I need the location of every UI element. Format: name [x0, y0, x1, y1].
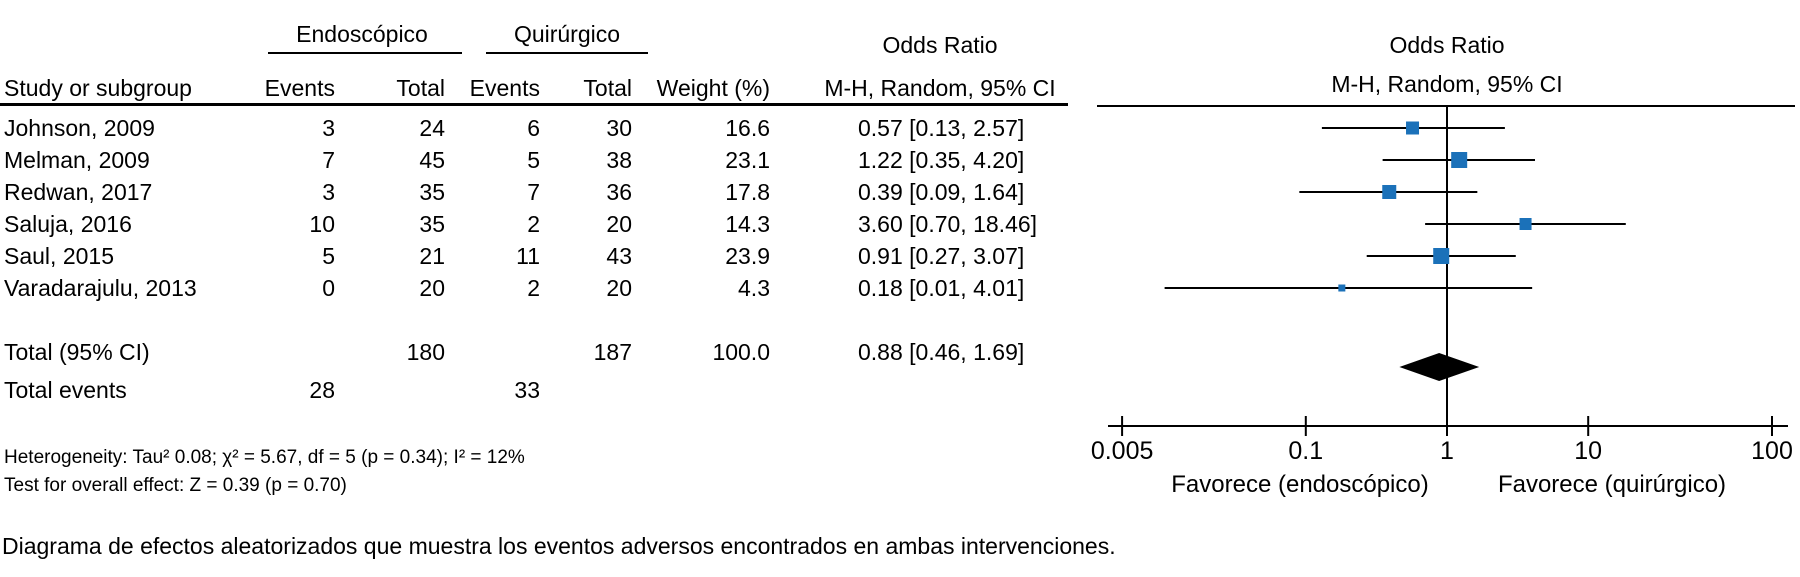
cell-or-ci: 0.18 [0.01, 4.01] — [858, 275, 1025, 301]
cell-events1: 3 — [322, 115, 335, 141]
cell-or-ci: 1.22 [0.35, 4.20] — [858, 147, 1025, 173]
cell-total2: 43 — [606, 243, 632, 269]
cell-events2: 7 — [527, 179, 540, 205]
group-underline-quirurgico — [486, 52, 648, 54]
cell-weight: 23.9 — [725, 243, 770, 269]
col-header-events-endo: Events — [264, 75, 335, 101]
col-header-weight: Weight (%) — [656, 75, 770, 101]
cell-or-ci: 0.39 [0.09, 1.64] — [858, 179, 1025, 205]
cell-events1: 7 — [322, 147, 335, 173]
axis-tick-label: 100 — [1751, 437, 1793, 465]
group-header-quirurgico: Quirúrgico — [513, 21, 621, 47]
total-row-total-quir: 187 — [593, 339, 632, 365]
cell-events2: 6 — [527, 115, 540, 141]
cell-events1: 10 — [309, 211, 335, 237]
group-header-endoscopico: Endoscópico — [296, 21, 428, 47]
cell-total1: 21 — [419, 243, 445, 269]
col-header-events-quir: Events — [469, 75, 540, 101]
col-header-total-quir: Total — [583, 75, 632, 101]
cell-weight: 23.1 — [725, 147, 770, 173]
study-column-header: Study or subgroup — [4, 75, 192, 101]
heterogeneity-text: Heterogeneity: Tau² 0.08; χ² = 5.67, df … — [4, 447, 525, 468]
cell-total1: 20 — [419, 275, 445, 301]
favors-left-label: Favorece (endoscópico) — [1171, 471, 1428, 498]
effect-square — [1451, 152, 1468, 168]
plot-header-line1: Odds Ratio — [1389, 32, 1505, 58]
cell-events1: 5 — [322, 243, 335, 269]
cell-or-ci: 3.60 [0.70, 18.46] — [858, 211, 1038, 237]
cell-total2: 30 — [606, 115, 632, 141]
total-row-total-endo: 180 — [406, 339, 445, 365]
or-column-header-line1: Odds Ratio — [882, 32, 998, 58]
total-row-label: Total (95% CI) — [4, 339, 150, 365]
total-events-quir: 33 — [514, 377, 540, 403]
cell-total1: 35 — [419, 179, 445, 205]
study-label: Johnson, 2009 — [4, 115, 155, 141]
cell-events2: 11 — [516, 243, 540, 269]
study-label: Melman, 2009 — [4, 147, 150, 173]
cell-total1: 24 — [419, 115, 445, 141]
cell-total2: 36 — [606, 179, 632, 205]
cell-events2: 5 — [527, 147, 540, 173]
study-label: Saluja, 2016 — [4, 211, 132, 237]
total-events-endo: 28 — [309, 377, 335, 403]
cell-total2: 20 — [606, 211, 632, 237]
cell-total2: 38 — [606, 147, 632, 173]
cell-events1: 0 — [322, 275, 335, 301]
cell-weight: 16.6 — [725, 115, 770, 141]
overall-effect-text: Test for overall effect: Z = 0.39 (p = 0… — [4, 475, 347, 496]
axis-tick-label: 0.1 — [1288, 437, 1323, 465]
cell-weight: 14.3 — [725, 211, 770, 237]
cell-or-ci: 0.57 [0.13, 2.57] — [858, 115, 1025, 141]
cell-total1: 35 — [419, 211, 445, 237]
plot-header-line2: M-H, Random, 95% CI — [1331, 71, 1563, 97]
group-underline-endoscopico — [268, 52, 462, 54]
study-label: Varadarajulu, 2013 — [4, 275, 197, 301]
effect-square — [1433, 248, 1450, 264]
effect-square — [1382, 185, 1397, 199]
cell-or-ci: 0.91 [0.27, 3.07] — [858, 243, 1025, 269]
cell-total2: 20 — [606, 275, 632, 301]
figure-caption: Diagrama de efectos aleatorizados que mu… — [2, 533, 1116, 559]
cell-events1: 3 — [322, 179, 335, 205]
cell-weight: 4.3 — [738, 275, 770, 301]
study-label: Saul, 2015 — [4, 243, 114, 269]
study-label: Redwan, 2017 — [4, 179, 153, 205]
effect-square — [1519, 218, 1532, 230]
favors-right-label: Favorece (quirúrgico) — [1498, 471, 1726, 498]
cell-weight: 17.8 — [725, 179, 770, 205]
total-diamond — [1399, 353, 1480, 381]
cell-events2: 2 — [527, 275, 540, 301]
cell-events2: 2 — [527, 211, 540, 237]
effect-square — [1406, 121, 1420, 135]
cell-total1: 45 — [419, 147, 445, 173]
total-row-or: 0.88 [0.46, 1.69] — [858, 339, 1025, 365]
col-header-total-endo: Total — [396, 75, 445, 101]
header-rule-left — [0, 103, 1068, 106]
axis-tick-label: 10 — [1574, 437, 1602, 465]
or-column-header-line2: M-H, Random, 95% CI — [824, 75, 1056, 101]
total-events-label: Total events — [4, 377, 127, 403]
total-row-weight: 100.0 — [712, 339, 770, 365]
effect-square — [1338, 284, 1346, 292]
axis-tick-label: 0.005 — [1091, 437, 1154, 465]
axis-tick-label: 1 — [1440, 437, 1454, 465]
